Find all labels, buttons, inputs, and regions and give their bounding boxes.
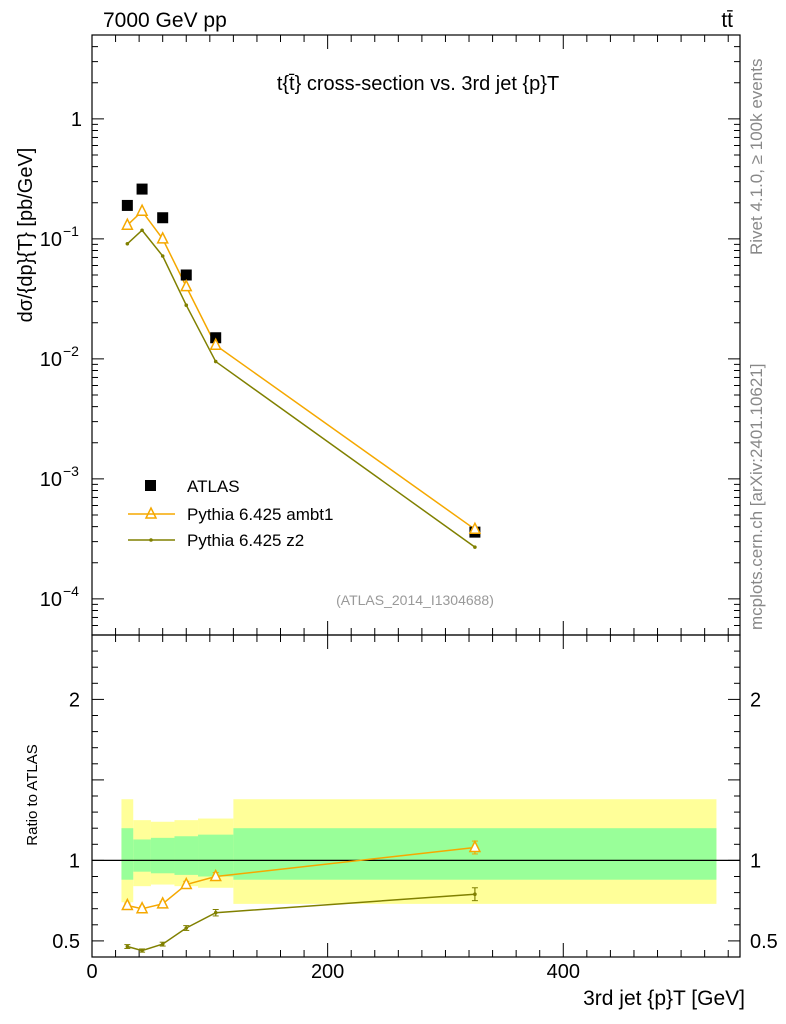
ratio-point-z2: [184, 926, 189, 930]
ratio-panel: 0 200 400 0.5 0.5 1 1 2 2: [52, 634, 778, 983]
x-tick-label: 200: [311, 961, 344, 983]
band-stat-bin: [133, 839, 151, 872]
legend-label-ambt1: Pythia 6.425 ambt1: [187, 505, 333, 524]
ratio-y-tick-label-right: 2: [750, 689, 761, 711]
main-panel: 10 −410 −310 −210 −11: [40, 34, 741, 636]
y-tick-label: 10: [40, 469, 62, 491]
y-tick-label: 10: [40, 349, 62, 371]
analysis-tag: (ATLAS_2014_I1304688): [336, 592, 494, 608]
ratio-point-z2: [160, 942, 165, 946]
x-axis-label: 3rd jet {p}T [GeV]: [583, 987, 745, 1010]
data-point-atlas: [157, 212, 169, 224]
ratio-point-ambt1: [135, 901, 149, 914]
data-point-z2: [140, 228, 144, 233]
y-tick-label-exponent: −2: [63, 343, 79, 359]
ratio-point-z2: [125, 944, 130, 949]
ratio-point-ambt1: [156, 896, 169, 909]
data-point-ambt1: [180, 278, 193, 292]
legend-marker-ambt1: [144, 506, 158, 519]
data-point-z2: [213, 359, 218, 364]
data-point-ambt1: [468, 521, 482, 535]
ratio-point-ambt1: [180, 876, 193, 890]
ratio-y-tick-label: 2: [69, 689, 80, 711]
y-tick-label: 1: [71, 109, 82, 131]
y-tick-label-exponent: −1: [63, 223, 79, 239]
ratio-y-tick-label: 1: [69, 850, 80, 872]
ratio-y-axis-label: Ratio to ATLAS: [24, 744, 41, 845]
data-point-atlas: [121, 199, 133, 211]
legend-label-atlas: ATLAS: [187, 477, 240, 496]
chart-title: t{t̄} cross-section vs. 3rd jet {p}T: [277, 73, 559, 95]
legend: ATLAS Pythia 6.425 ambt1 Pythia 6.425 z2: [128, 477, 333, 550]
ratio-point-z2: [213, 910, 218, 915]
series-line-ambt1: [126, 210, 476, 530]
band-stat-bin: [121, 828, 134, 880]
band-stat-bin: [174, 836, 199, 875]
ratio-point-ambt1: [121, 897, 134, 911]
y-tick-label-exponent: −4: [63, 583, 79, 599]
data-point-z2: [160, 254, 165, 258]
legend-marker-atlas: [145, 480, 156, 491]
ratio-line-z2: [127, 893, 475, 952]
ratio-point-ambt1: [209, 868, 222, 882]
y-tick-label-exponent: −3: [63, 463, 79, 479]
x-tick-label: 0: [86, 961, 97, 983]
data-point-z2: [184, 303, 189, 308]
y-axis-label: dσ/{dp}{T} [pb/GeV]: [15, 148, 37, 323]
ratio-point-ambt1: [468, 839, 482, 853]
x-tick-label: 400: [547, 961, 580, 983]
ratio-y-tick-label-right: 1: [750, 850, 761, 872]
ratio-point-z2: [140, 948, 144, 953]
series-line-z2: [126, 229, 476, 548]
data-point-atlas: [180, 269, 192, 281]
data-point-atlas: [136, 183, 148, 195]
y-tick-label: 10: [40, 229, 62, 251]
band-stat-bin: [150, 837, 175, 874]
legend-label-z2: Pythia 6.425 z2: [187, 531, 304, 550]
data-point-ambt1: [209, 337, 222, 350]
y-tick-label: 10: [40, 589, 62, 611]
rivet-label: Rivet 4.1.0, ≥ 100k events: [747, 59, 766, 255]
ratio-frame: [91, 634, 741, 958]
process-label: tt̄: [721, 9, 733, 32]
data-point-z2: [125, 241, 130, 246]
data-point-ambt1: [121, 217, 134, 230]
mcplots-label: mcplots.cern.ch [arXiv:2401.10621]: [747, 364, 766, 630]
data-point-ambt1: [156, 231, 169, 244]
data-point-z2: [473, 545, 477, 549]
ratio-point-z2: [473, 892, 477, 897]
legend-marker-z2: [149, 538, 153, 542]
data-point-ambt1: [135, 203, 149, 216]
ratio-y-tick-label-right: 0.5: [750, 931, 778, 953]
energy-label: 7000 GeV pp: [103, 9, 227, 32]
ratio-y-tick-label: 0.5: [52, 931, 80, 953]
